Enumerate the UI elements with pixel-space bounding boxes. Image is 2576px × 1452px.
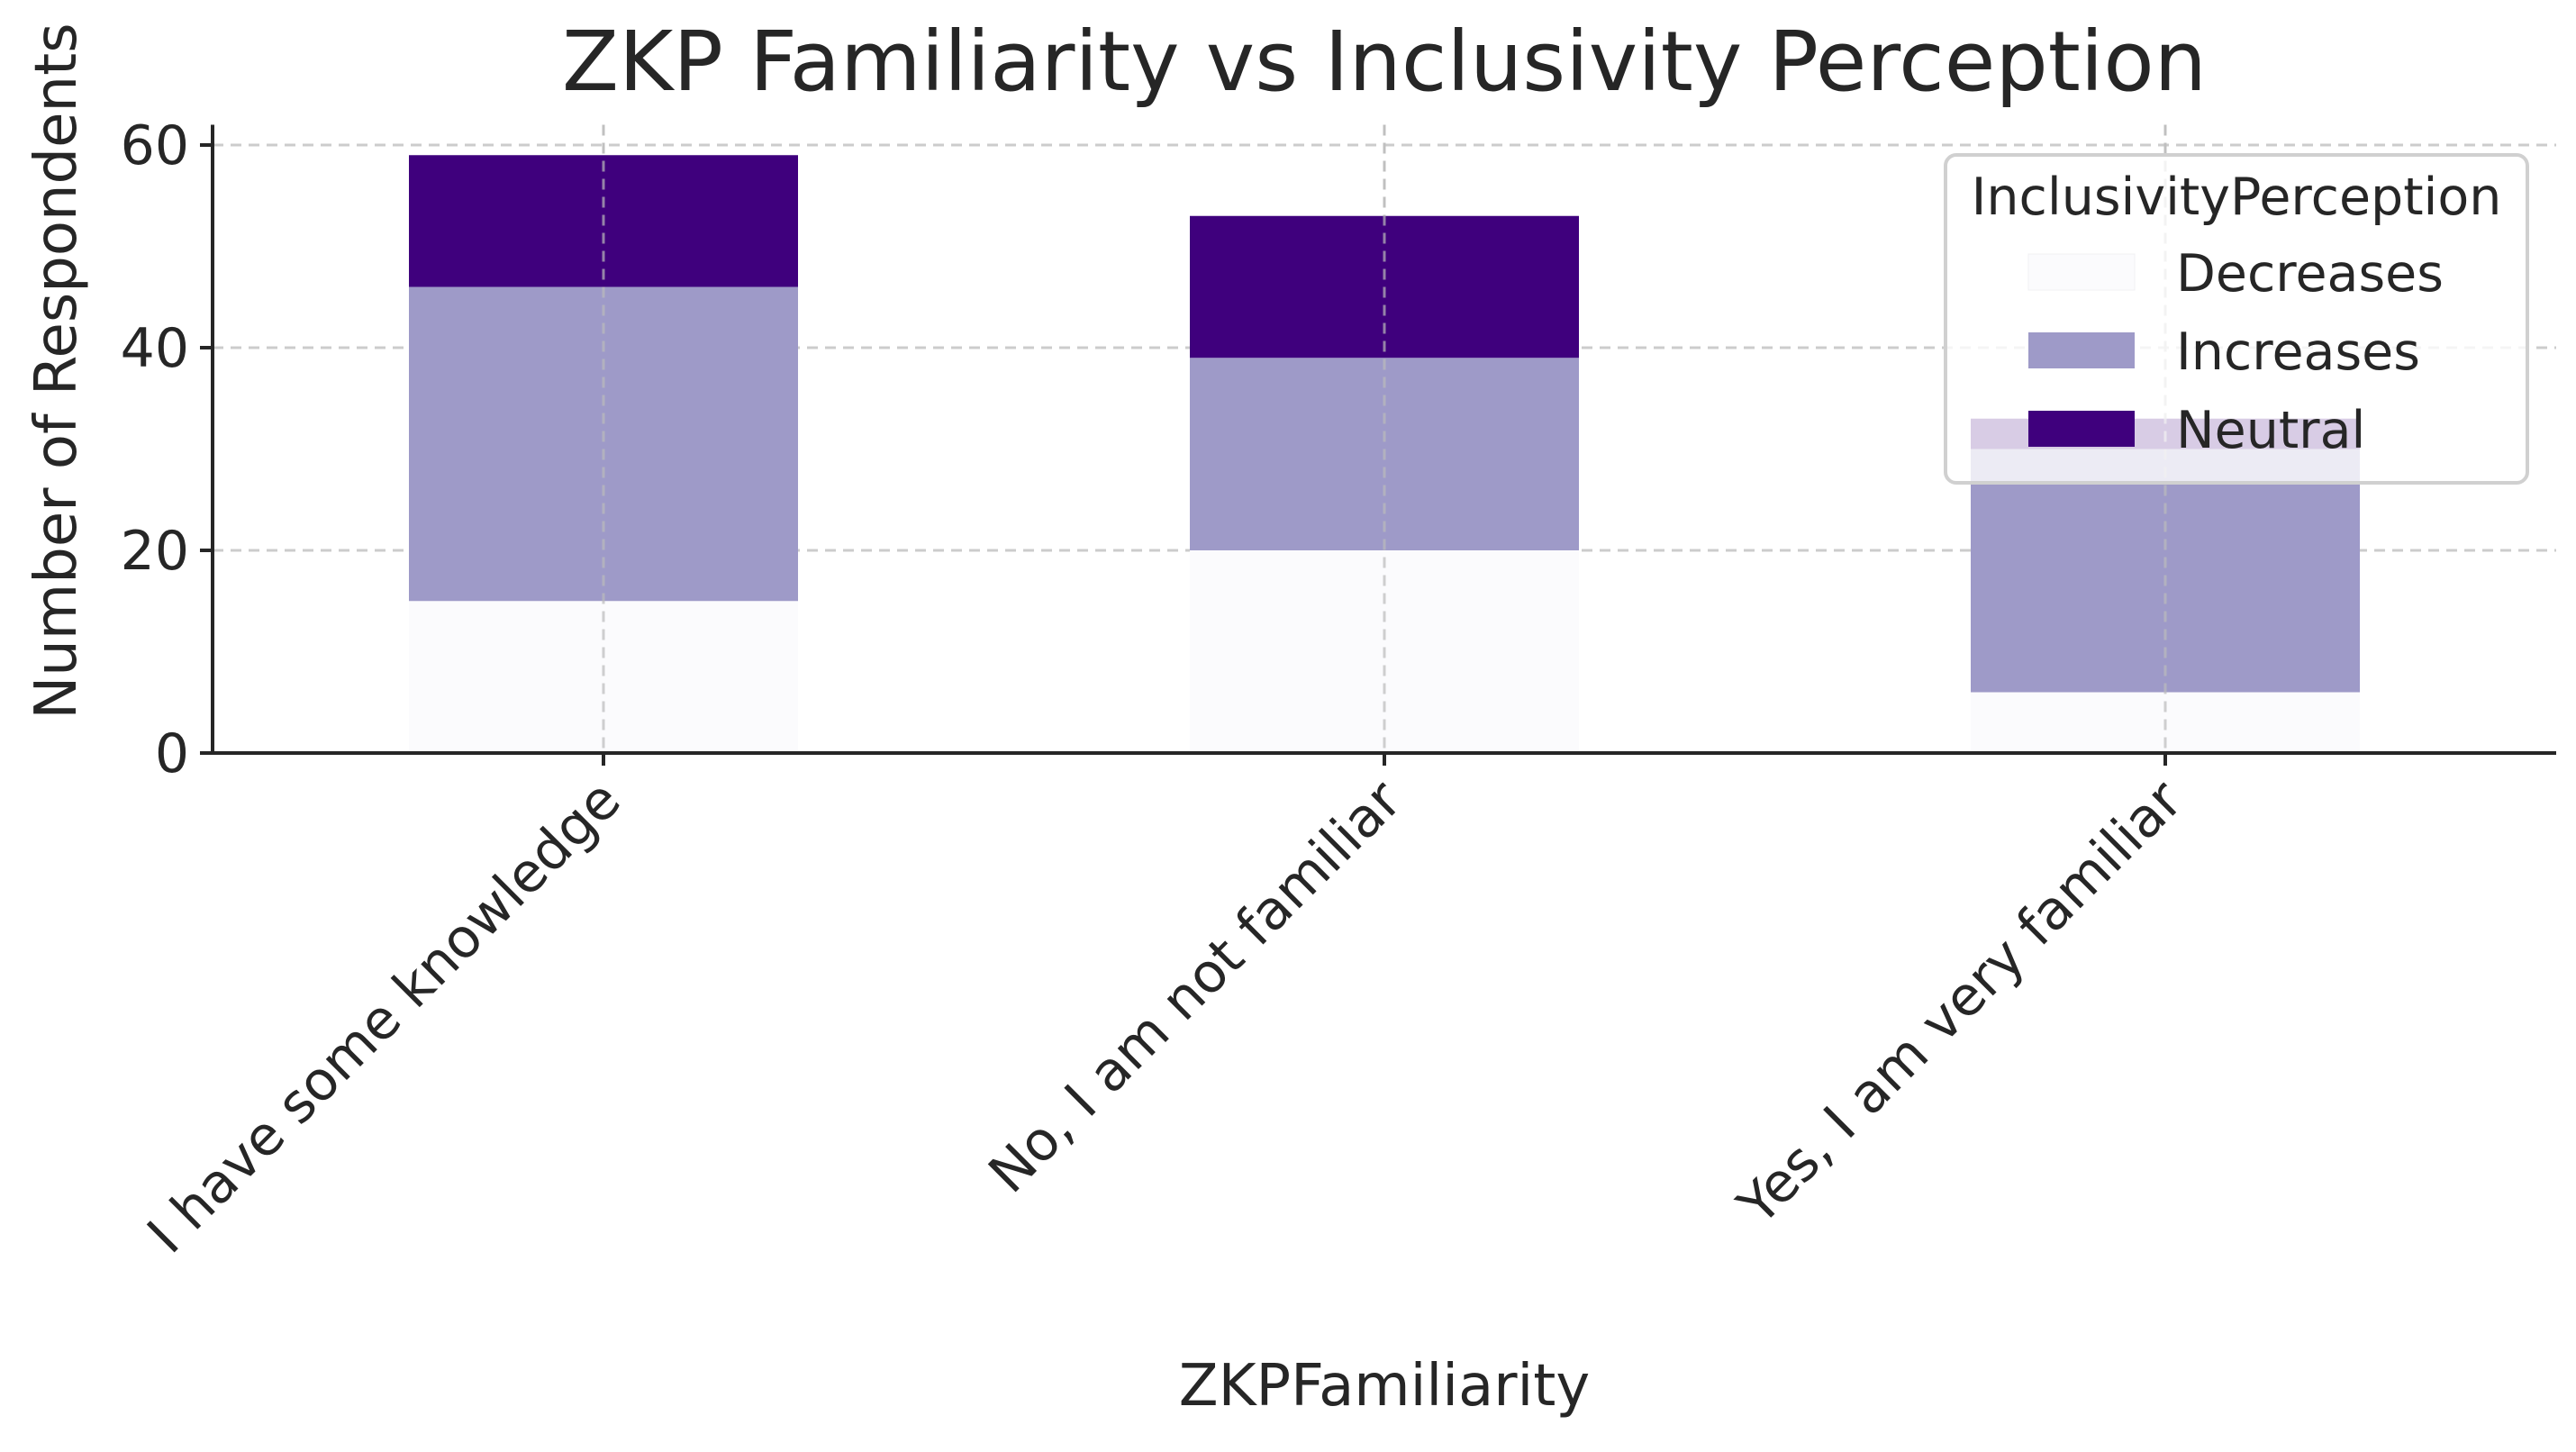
x-axis-label: ZKPFamiliarity [1179, 1353, 1591, 1420]
legend-label-decreases: Decreases [2176, 244, 2444, 304]
legend-items: Decreases Increases Neutral [2027, 244, 2444, 460]
y-tick-label: 60 [121, 114, 189, 177]
bar-increases-1 [409, 286, 798, 602]
bar-decreases-1 [409, 601, 798, 753]
y-tick-labels: 0 20 40 60 [121, 114, 213, 785]
legend: InclusivityPerception Decreases Increases… [1944, 153, 2529, 485]
y-tick-label: 20 [121, 520, 189, 583]
bars [409, 124, 2360, 753]
chart-title: ZKP Familiarity vs Inclusivity Perceptio… [562, 14, 2207, 110]
legend-frame [1944, 153, 2529, 485]
legend-swatch-increases [2028, 332, 2135, 368]
legend-label-increases: Increases [2176, 322, 2420, 382]
legend-label-neutral: Neutral [2176, 401, 2365, 460]
y-tick-label: 0 [155, 722, 189, 785]
legend-swatch-decreases [2027, 253, 2136, 291]
legend-title: InclusivityPerception [1972, 168, 2502, 227]
y-axis-label: Number of Respondents [23, 23, 90, 719]
legend-swatch-neutral [2028, 411, 2135, 447]
y-tick-label: 40 [121, 317, 189, 380]
